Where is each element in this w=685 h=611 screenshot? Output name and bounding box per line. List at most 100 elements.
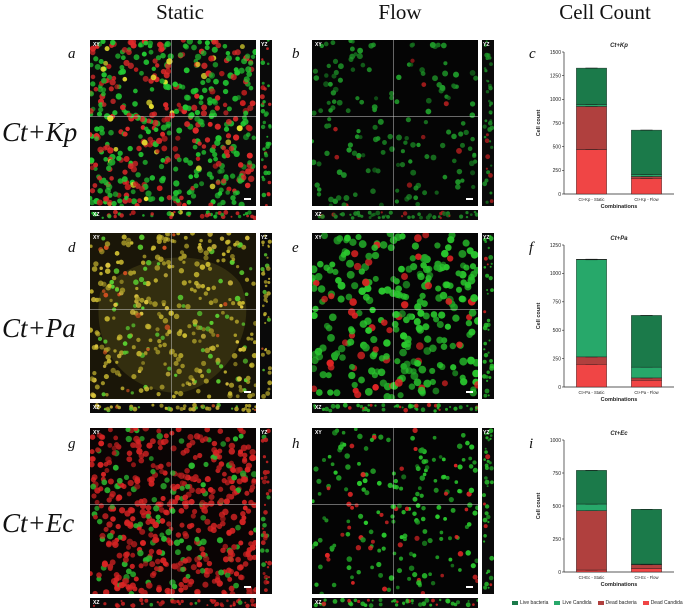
micrograph-yz-view: YZ bbox=[482, 428, 494, 594]
xy-tag: XY bbox=[93, 235, 100, 241]
panel-letter-g: g bbox=[68, 436, 76, 452]
chart-title: Ct+Pa bbox=[610, 236, 628, 242]
bar-segment-dead-bacteria bbox=[631, 377, 662, 381]
x-axis-label: Combinations bbox=[601, 582, 638, 588]
micrograph-xy-view: XY bbox=[312, 428, 478, 594]
chart-legend: Live bacteria Live Candida Dead bacteria… bbox=[512, 600, 683, 606]
legend-item-dead-bacteria: Dead bacteria bbox=[597, 600, 637, 606]
micrograph-xz-view: XZ bbox=[90, 210, 256, 220]
y-tick-label: 0 bbox=[558, 385, 561, 391]
micrograph-yz-view: YZ bbox=[260, 40, 272, 206]
yz-tag: YZ bbox=[483, 430, 490, 436]
yz-tag: YZ bbox=[261, 42, 268, 48]
xy-tag: XY bbox=[315, 430, 322, 436]
bar-segment-dead-candida bbox=[631, 178, 662, 195]
y-tick-label: 750 bbox=[553, 300, 562, 306]
chart-title: Ct+Kp bbox=[610, 43, 628, 49]
panel-letter-c: c bbox=[529, 46, 536, 62]
bar-segment-live-bacteria bbox=[576, 470, 607, 505]
micrograph-xz-view: XZ bbox=[312, 403, 478, 413]
xz-tag: XZ bbox=[93, 212, 100, 218]
y-tick-label: 500 bbox=[553, 144, 562, 150]
legend-item-live-bacteria: Live bacteria bbox=[512, 600, 548, 606]
xz-tag: XZ bbox=[315, 212, 322, 218]
yz-tag: YZ bbox=[261, 430, 268, 436]
xy-tag: XY bbox=[93, 42, 100, 48]
micrograph-xz-view: XZ bbox=[90, 598, 256, 608]
xz-tag: XZ bbox=[315, 600, 322, 606]
micrograph-xy-view: XY bbox=[312, 40, 478, 206]
y-tick-label: 0 bbox=[558, 192, 561, 198]
bar-segment-dead-candida bbox=[576, 364, 607, 388]
y-tick-label: 1250 bbox=[550, 73, 561, 79]
y-tick-label: 1250 bbox=[550, 243, 561, 249]
y-tick-label: 1000 bbox=[550, 97, 561, 103]
bar-segment-dead-bacteria bbox=[576, 106, 607, 150]
micrograph-yz-view: YZ bbox=[260, 233, 272, 399]
x-axis-label: Combinations bbox=[601, 397, 638, 403]
yz-tag: YZ bbox=[483, 235, 490, 241]
y-tick-label: 500 bbox=[553, 328, 562, 334]
bar-segment-live-candida bbox=[576, 503, 607, 511]
y-tick-label: 500 bbox=[553, 504, 562, 510]
bar-segment-live-bacteria bbox=[631, 129, 662, 175]
micrograph-kp-flow: XY YZ XZ bbox=[312, 40, 496, 222]
y-tick-label: 250 bbox=[553, 537, 562, 543]
panel-letter-a: a bbox=[68, 46, 76, 62]
y-tick-label: 250 bbox=[553, 356, 562, 362]
category-label: Ct+Pa - Flow bbox=[634, 390, 659, 395]
row-label-pa: Ct+Pa bbox=[2, 313, 76, 343]
bar-segment-live-candida bbox=[631, 366, 662, 379]
chart-svg: Ct+Kp 0 250 500 750 1000 1250 1500 Cell count Ct+… bbox=[536, 43, 674, 210]
bar-segment-live-bacteria bbox=[631, 509, 662, 565]
chart-svg: Ct+Ec 0 250 500 750 1000 Cell count Ct+Ec - Sta… bbox=[536, 431, 674, 588]
panel-letter-d: d bbox=[68, 240, 76, 256]
header-static: Static bbox=[156, 0, 204, 24]
category-label: Ct+Kp - Flow bbox=[634, 197, 659, 202]
y-tick-label: 1000 bbox=[550, 271, 561, 277]
category-label: Ct+Kp - Static bbox=[579, 197, 605, 202]
bar-segment-dead-candida bbox=[576, 149, 607, 195]
micrograph-xy-view: XY bbox=[312, 233, 478, 399]
panel-letter-i: i bbox=[529, 436, 534, 452]
legend-item-dead-candida: Dead Candida bbox=[642, 600, 683, 606]
y-tick-label: 250 bbox=[553, 168, 562, 174]
bar-segment-dead-candida bbox=[631, 379, 662, 388]
legend-item-live-candida: Live Candida bbox=[554, 600, 592, 606]
cell-count-chart-kp: Ct+Kp 0 250 500 750 1000 1250 1500 Cell count Ct+… bbox=[530, 40, 680, 222]
bar-segment-live-candida bbox=[576, 259, 607, 358]
yz-tag: YZ bbox=[483, 42, 490, 48]
micrograph-yz-view: YZ bbox=[482, 233, 494, 399]
micrograph-yz-view: YZ bbox=[260, 428, 272, 594]
xy-tag: XY bbox=[93, 430, 100, 436]
bar-segment-dead-bacteria bbox=[631, 564, 662, 569]
panel-letter-b: b bbox=[292, 46, 300, 62]
cell-count-chart-ec: Ct+Ec 0 250 500 750 1000 Cell count Ct+Ec - Sta… bbox=[530, 428, 680, 600]
bar-segment-dead-candida bbox=[631, 568, 662, 573]
y-tick-label: 1000 bbox=[550, 438, 561, 444]
xz-tag: XZ bbox=[93, 600, 100, 606]
micrograph-xy-view: XY bbox=[90, 40, 256, 206]
bar-segment-dead-bacteria bbox=[576, 356, 607, 365]
y-tick-label: 1500 bbox=[550, 50, 561, 56]
panel-letter-e: e bbox=[292, 240, 299, 256]
row-label-kp: Ct+Kp bbox=[2, 117, 78, 147]
bar-segment-dead-bacteria bbox=[576, 510, 607, 571]
micrograph-xy-view: XY bbox=[90, 428, 256, 594]
xy-tag: XY bbox=[315, 235, 322, 241]
yz-tag: YZ bbox=[261, 235, 268, 241]
category-label: Ct+Ec - Static bbox=[579, 575, 605, 580]
micrograph-xz-view: XZ bbox=[312, 598, 478, 608]
micrograph-xy-view: XY bbox=[90, 233, 256, 399]
y-tick-label: 0 bbox=[558, 570, 561, 576]
xz-tag: XZ bbox=[93, 405, 100, 411]
cell-count-chart-pa: Ct+Pa 0 250 500 750 1000 1250 Cell count Ct+Pa -… bbox=[530, 233, 680, 415]
micrograph-pa-flow: XY YZ XZ bbox=[312, 233, 496, 415]
category-label: Ct+Pa - Static bbox=[579, 390, 605, 395]
y-axis-label: Cell count bbox=[536, 303, 542, 330]
micrograph-xz-view: XZ bbox=[312, 210, 478, 220]
micrograph-ec-flow: XY YZ XZ bbox=[312, 428, 496, 610]
micrograph-pa-static: XY YZ XZ bbox=[90, 233, 274, 415]
xy-tag: XY bbox=[315, 42, 322, 48]
xz-tag: XZ bbox=[315, 405, 322, 411]
